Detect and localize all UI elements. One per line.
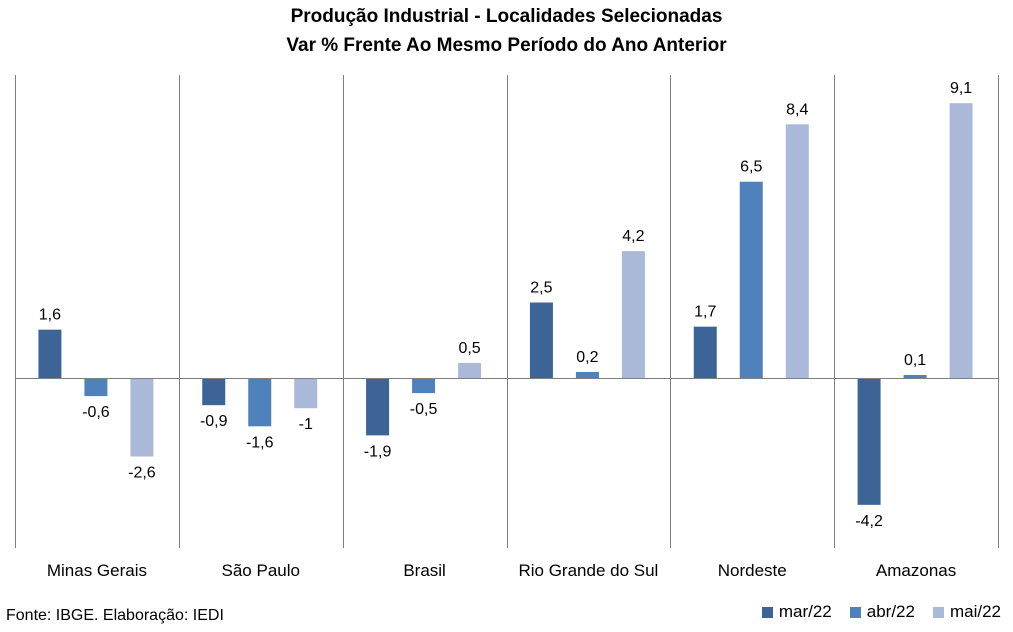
data-label: 0,2	[576, 349, 598, 366]
data-label: -0,5	[410, 401, 438, 418]
data-label: 6,5	[740, 159, 762, 176]
bar-mai22	[949, 103, 973, 379]
legend: mar/22 abr/22 mai/22	[761, 602, 1001, 622]
data-label: -0,9	[200, 413, 228, 430]
data-label: 2,5	[530, 280, 552, 297]
bar-mar22	[366, 378, 390, 436]
data-label: 0,5	[458, 340, 480, 357]
data-label: -1	[299, 416, 313, 433]
data-label: -0,6	[82, 404, 110, 421]
data-label: 1,6	[39, 307, 61, 324]
bar-abr22	[903, 374, 927, 378]
legend-item-abr22: abr/22	[849, 602, 915, 622]
bar-mar22	[38, 329, 62, 378]
legend-swatch	[849, 606, 861, 618]
bar-mar22	[857, 378, 881, 505]
category-label: São Paulo	[222, 561, 300, 580]
legend-item-mai22: mai/22	[932, 602, 1001, 622]
data-label: 0,1	[904, 352, 926, 369]
bar-mai22	[621, 251, 645, 378]
data-label: 4,2	[622, 228, 644, 245]
bar-mai22	[294, 378, 318, 409]
bar-abr22	[248, 378, 272, 427]
data-label: -4,2	[855, 513, 883, 530]
bar-mai22	[130, 378, 154, 457]
category-label: Nordeste	[718, 561, 787, 580]
bar-chart: 1,6 -0,9 -1,9 2,5 1,7 -4,2 -0,6 -1,6 -0,5 0,2 6,5 0…	[15, 75, 999, 580]
data-label: -2,6	[128, 465, 156, 482]
chart-title: Produção Industrial - Localidades Seleci…	[290, 6, 723, 27]
bar-mai22	[458, 362, 482, 378]
bar-abr22	[575, 371, 599, 378]
source-note: Fonte: IBGE. Elaboração: IEDI	[6, 607, 224, 624]
chart-subtitle: Var % Frente Ao Mesmo Período do Ano Ant…	[286, 35, 727, 56]
bar-mar22	[529, 302, 553, 378]
category-label: Amazonas	[876, 561, 956, 580]
category-label: Minas Gerais	[47, 561, 147, 580]
data-label: 8,4	[786, 101, 808, 118]
legend-item-mar22: mar/22	[761, 602, 832, 622]
bar-mar22	[202, 378, 226, 406]
bar-mar22	[693, 326, 717, 378]
legend-label: mar/22	[778, 602, 832, 621]
data-label: -1,6	[246, 434, 274, 451]
data-label: 9,1	[950, 80, 972, 97]
bar-abr22	[84, 378, 108, 397]
category-label: Rio Grande do Sul	[518, 561, 658, 580]
legend-label: mai/22	[949, 602, 1001, 621]
data-label: 1,7	[694, 304, 716, 321]
bar-mai22	[785, 124, 809, 378]
bar-abr22	[739, 181, 763, 378]
data-label: -1,9	[364, 443, 392, 460]
bar-abr22	[412, 378, 436, 394]
legend-swatch	[932, 606, 944, 618]
category-label: Brasil	[403, 561, 446, 580]
legend-swatch	[761, 606, 773, 618]
legend-label: abr/22	[866, 602, 915, 621]
